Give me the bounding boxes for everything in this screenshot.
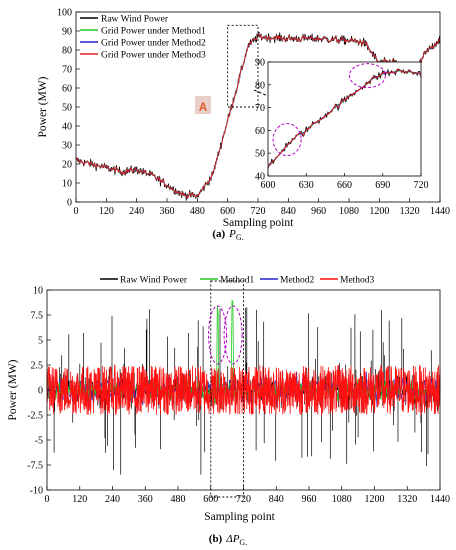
highlight-ellipse-1	[208, 305, 228, 365]
highlight-ellipse-2	[223, 305, 243, 365]
inset-x-tick-label: 720	[414, 180, 429, 191]
y-tick-label-a: 70	[62, 65, 72, 76]
y-axis-label-a: Power (MW)	[37, 76, 49, 137]
inset-x-tick-label: 660	[337, 180, 352, 191]
inset-y-tick-label: 90	[255, 58, 265, 69]
y-tick-label-b: -2.5	[27, 411, 43, 422]
legend-b-label: Method3	[340, 276, 375, 286]
caption-a-sub: G.	[235, 233, 244, 243]
y-tick-label-a: 90	[62, 27, 72, 38]
caption-a-label: (a)	[212, 228, 226, 240]
y-tick-label-b: -5	[35, 436, 43, 447]
x-tick-label-a: 120	[99, 206, 114, 217]
inset-frame	[267, 61, 422, 177]
x-tick-label-a: 1200	[369, 206, 389, 217]
y-tick-label-a: 100	[57, 8, 72, 19]
highlight-region-box	[210, 280, 244, 498]
caption-a-text: P	[229, 228, 236, 240]
x-tick-label-b: 360	[138, 494, 153, 505]
x-tick-label-b: 1200	[365, 494, 385, 505]
inset-highlight-ellipse-2	[348, 63, 386, 89]
y-tick-label-a: 20	[62, 160, 72, 171]
x-tick-label-a: 1080	[339, 206, 359, 217]
x-tick-label-a: 360	[160, 206, 175, 217]
y-tick-label-a: 80	[62, 46, 72, 57]
y-tick-label-b: 0	[38, 386, 43, 397]
y-tick-label-b: 2.5	[31, 361, 44, 372]
y-tick-label-b: -7.5	[27, 461, 43, 472]
x-tick-label-b: 240	[105, 494, 120, 505]
x-tick-label-a: 1320	[400, 206, 420, 217]
y-tick-label-a: 0	[67, 198, 72, 209]
x-axis-label-a: Sampling point	[223, 217, 294, 229]
series-b-method3	[46, 363, 441, 416]
y-tick-label-b: 10	[33, 286, 43, 297]
x-tick-label-b: 720	[236, 494, 251, 505]
x-tick-label-a: 720	[251, 206, 266, 217]
inset-y-tick-label: 60	[255, 126, 265, 137]
x-tick-label-b: 600	[203, 494, 218, 505]
caption-b-label: (b)	[208, 533, 223, 545]
inset-series-method3	[267, 68, 422, 167]
inset-y-tick-label: 80	[255, 80, 265, 91]
inset-x-tick-label: 600	[261, 180, 276, 191]
x-tick-label-a: 480	[190, 206, 205, 217]
x-tick-label-a: 240	[129, 206, 144, 217]
legend-a-label: Grid Power under Method1	[101, 27, 206, 37]
label-a-text: A	[199, 102, 207, 114]
caption-b: (b) ΔPG.	[0, 533, 456, 547]
legend-b-label: Method2	[280, 276, 315, 286]
x-tick-label-a: 0	[74, 206, 79, 217]
inset-y-tick-label: 70	[255, 103, 265, 114]
y-axis-label-b: Power (MW)	[7, 359, 19, 420]
inset-highlight-ellipse-1	[272, 123, 302, 157]
y-tick-label-a: 50	[62, 103, 72, 114]
label-a-box	[195, 96, 211, 114]
legend-a-label: Grid Power under Method2	[101, 39, 206, 49]
legend-a-label: Raw Wind Power	[101, 15, 169, 25]
x-tick-label-b: 1320	[397, 494, 417, 505]
x-tick-label-a: 840	[281, 206, 296, 217]
caption-b-text: ΔP	[226, 533, 240, 545]
x-axis-label-b: Sampling point	[204, 511, 275, 523]
caption-a: (a) PG.	[0, 228, 456, 242]
x-tick-label-b: 1440	[430, 494, 450, 505]
y-tick-label-a: 40	[62, 122, 72, 133]
y-tick-label-b: 5	[38, 336, 43, 347]
inset-y-tick-label: 40	[255, 172, 265, 183]
x-tick-label-a: 1440	[430, 206, 450, 217]
x-tick-label-b: 480	[171, 494, 186, 505]
x-tick-label-b: 840	[269, 494, 284, 505]
y-tick-label-a: 10	[62, 179, 72, 190]
y-tick-label-a: 30	[62, 141, 72, 152]
x-tick-label-b: 120	[72, 494, 87, 505]
legend-a-label: Grid Power under Method3	[101, 51, 206, 61]
legend-b-label: Method1	[220, 276, 255, 286]
caption-b-sub: G.	[239, 538, 248, 548]
x-tick-label-a: 600	[220, 206, 235, 217]
legend-b-label: Raw Wind Power	[120, 276, 188, 286]
y-tick-label-b: 7.5	[31, 311, 44, 322]
x-tick-label-b: 1080	[332, 494, 352, 505]
y-tick-label-a: 60	[62, 84, 72, 95]
inset-x-tick-label: 630	[299, 180, 314, 191]
y-tick-label-b: -10	[30, 486, 43, 497]
x-tick-label-b: 960	[302, 494, 317, 505]
x-tick-label-b: 0	[45, 494, 50, 505]
inset-y-tick-label: 50	[255, 149, 265, 160]
inset-x-tick-label: 690	[375, 180, 390, 191]
x-tick-label-a: 960	[311, 206, 326, 217]
